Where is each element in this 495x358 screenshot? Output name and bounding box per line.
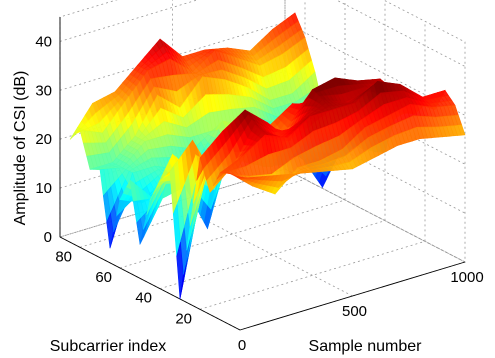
z-gridline [59, 0, 466, 67]
x-tick-labels: 20 40 60 80 [55, 248, 192, 327]
surface-patch [236, 176, 244, 179]
x-axis-label: Subcarrier index [50, 338, 167, 355]
y-tick-label: 1000 [450, 269, 483, 286]
z-tick-label: 10 [35, 180, 52, 197]
z-tick-labels: 0 10 20 30 40 [35, 33, 52, 246]
y-axis-line [239, 261, 466, 331]
y-tick-label: 500 [342, 303, 367, 320]
z-tick-label: 20 [35, 131, 52, 148]
z-tick-label: 30 [35, 82, 52, 99]
z-tick-label: 0 [44, 229, 52, 246]
z-axis-label: Amplitude of CSI (dB) [12, 71, 29, 226]
surface-layer [69, 12, 466, 300]
y-tick-label: 0 [238, 337, 246, 354]
x-tick-label: 60 [95, 269, 112, 286]
x-tick-label: 80 [55, 248, 72, 265]
z-tick-label: 40 [35, 33, 52, 50]
x-axis-line [59, 236, 241, 331]
y-axis-label: Sample number [309, 338, 423, 355]
x-tick-label: 20 [175, 310, 192, 327]
x-tick-label: 40 [135, 290, 152, 307]
y-tick-labels: 0 500 1000 [238, 269, 484, 354]
